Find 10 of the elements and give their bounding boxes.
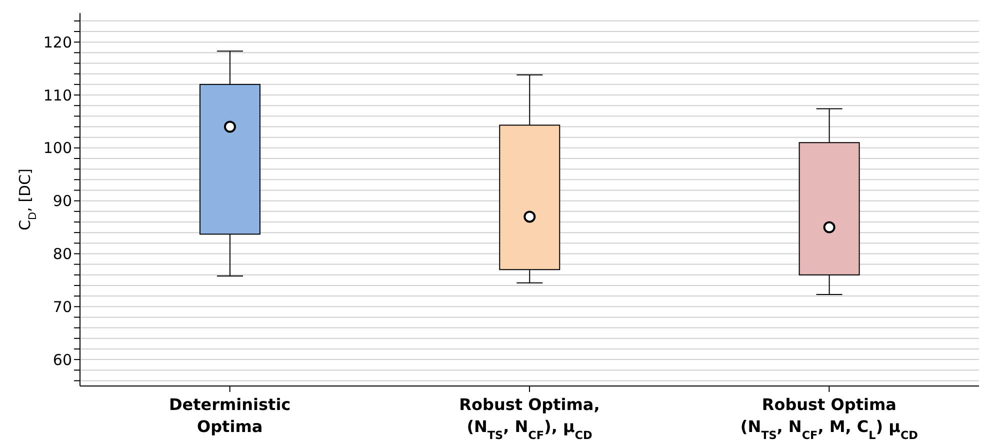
category-label: Robust Optima (N$_{TS}$, N$_{CF}$, M, C$_{L}$) μ$_{CD}$ xyxy=(740,395,918,442)
y-tick-label: 110 xyxy=(43,86,72,104)
x-tick-label: Robust Optima, (N$_{TS}$, N$_{CF}$), μ$_{CD}$ xyxy=(459,395,600,442)
y-tick-label: 80 xyxy=(52,245,72,264)
y-tick-label: 60 xyxy=(52,350,72,369)
y-tick-label: 120 xyxy=(43,33,72,52)
y-tick-label: 90 xyxy=(52,192,72,210)
y-tick-label: 70 xyxy=(52,298,72,316)
x-tick-label: Deterministic Optima xyxy=(168,395,291,436)
y-tick-label: 100 xyxy=(43,139,72,158)
